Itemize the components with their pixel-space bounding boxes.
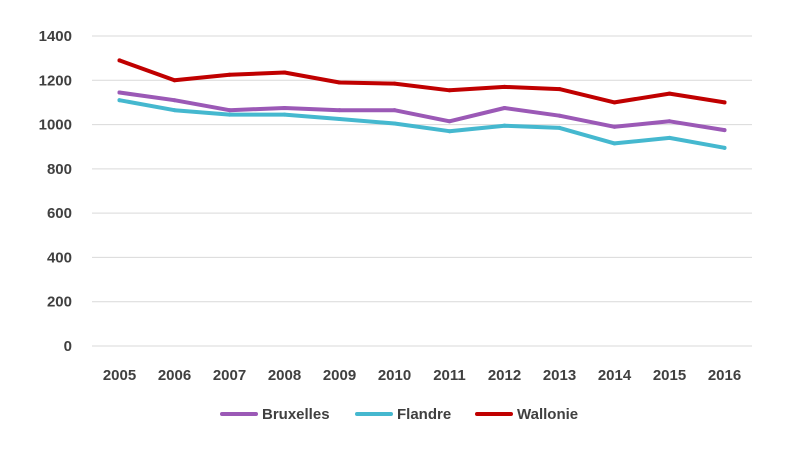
data-point-bruxelles (557, 113, 562, 118)
y-tick-label: 1400 (39, 28, 72, 45)
series-line-flandre (117, 98, 727, 150)
data-point-bruxelles (282, 105, 287, 110)
data-point-wallonie (227, 72, 232, 77)
y-tick-label: 0 (64, 338, 72, 355)
data-point-bruxelles (612, 124, 617, 129)
y-tick-label: 1200 (39, 72, 72, 89)
data-point-flandre (117, 98, 122, 103)
data-point-wallonie (117, 58, 122, 63)
data-point-flandre (172, 108, 177, 113)
data-point-flandre (337, 117, 342, 122)
x-tick-label: 2009 (323, 367, 356, 384)
x-tick-label: 2014 (598, 367, 632, 384)
data-point-bruxelles (337, 108, 342, 113)
data-point-wallonie (447, 88, 452, 93)
series-line-bruxelles (117, 90, 727, 133)
data-point-flandre (282, 112, 287, 117)
x-tick-label: 2015 (653, 367, 686, 384)
y-tick-label: 200 (47, 294, 72, 311)
data-point-wallonie (392, 81, 397, 86)
data-point-flandre (447, 129, 452, 134)
x-tick-label: 2012 (488, 367, 521, 384)
data-point-wallonie (502, 84, 507, 89)
x-tick-label: 2006 (158, 367, 191, 384)
data-point-wallonie (172, 78, 177, 83)
legend-label-wallonie: Wallonie (517, 406, 578, 423)
data-point-wallonie (557, 87, 562, 92)
data-point-flandre (227, 112, 232, 117)
data-point-flandre (722, 145, 727, 150)
data-point-wallonie (612, 100, 617, 105)
y-tick-label: 800 (47, 161, 72, 178)
x-tick-label: 2007 (213, 367, 246, 384)
x-tick-label: 2011 (433, 367, 466, 384)
data-point-flandre (612, 141, 617, 146)
y-tick-label: 1000 (39, 117, 72, 134)
series-line-wallonie (117, 58, 727, 105)
x-tick-label: 2005 (103, 367, 136, 384)
data-point-flandre (667, 135, 672, 140)
data-point-flandre (392, 121, 397, 126)
x-axis-ticks: 2005 2006 2007 2008 2009 2010 2011 2012 2013 2014… (103, 367, 741, 384)
data-point-bruxelles (722, 128, 727, 133)
data-point-bruxelles (667, 119, 672, 124)
data-point-bruxelles (447, 119, 452, 124)
data-point-wallonie (337, 80, 342, 85)
gridlines (92, 35, 752, 347)
series-lines (117, 58, 727, 150)
data-point-bruxelles (392, 108, 397, 113)
x-tick-label: 2008 (268, 367, 301, 384)
data-point-wallonie (722, 100, 727, 105)
data-point-bruxelles (172, 98, 177, 103)
x-tick-label: 2013 (543, 367, 576, 384)
x-tick-label: 2010 (378, 367, 411, 384)
data-point-wallonie (667, 91, 672, 96)
data-point-flandre (557, 125, 562, 130)
data-point-wallonie (282, 70, 287, 75)
data-point-bruxelles (502, 105, 507, 110)
legend: Bruxelles Flandre Wallonie (220, 406, 578, 423)
y-tick-label: 600 (47, 205, 72, 222)
data-point-flandre (502, 123, 507, 128)
y-axis-ticks: 0 200 400 600 800 1000 1200 1400 (39, 28, 72, 355)
y-tick-label: 400 (47, 249, 72, 266)
legend-label-flandre: Flandre (397, 406, 451, 423)
data-point-bruxelles (227, 108, 232, 113)
legend-label-bruxelles: Bruxelles (262, 406, 330, 423)
x-tick-label: 2016 (708, 367, 741, 384)
data-point-bruxelles (117, 90, 122, 95)
